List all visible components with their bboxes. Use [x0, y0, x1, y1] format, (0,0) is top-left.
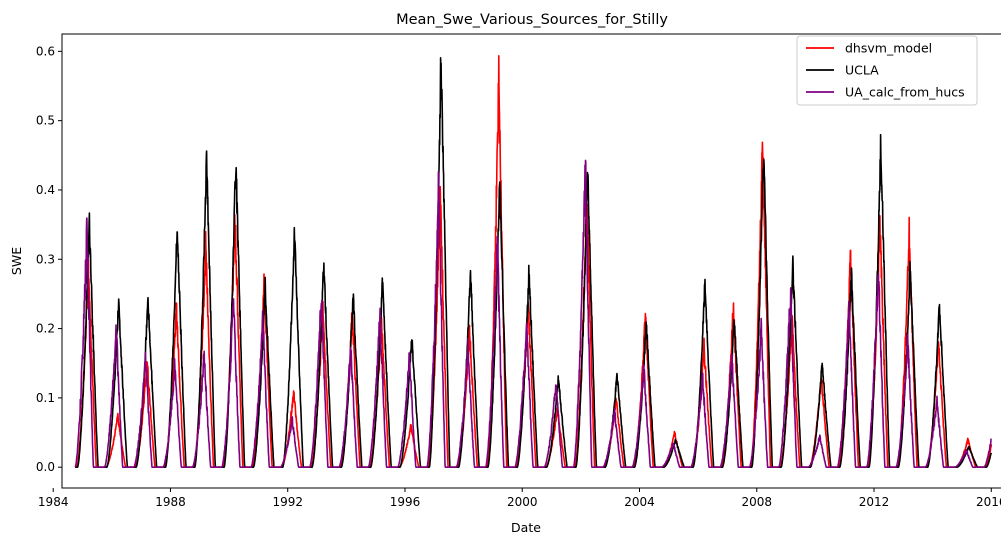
y-tick-label: 0.2 — [36, 322, 55, 336]
y-tick-label: 0.3 — [36, 252, 55, 266]
x-tick-label: 1984 — [38, 495, 69, 509]
x-axis-label: Date — [511, 520, 541, 535]
legend-label: UCLA — [845, 63, 879, 78]
series-line-ua-calc-from-hucs — [74, 159, 992, 468]
series-layer — [74, 55, 993, 468]
y-axis: 0.0 0.1 0.2 0.3 0.4 0.5 0.6 — [36, 44, 62, 474]
x-tick-label: 2016 — [976, 495, 1001, 509]
x-tick-label: 2012 — [859, 495, 890, 509]
legend-label: dhsvm_model — [845, 41, 932, 56]
legend-box — [796, 35, 978, 106]
chart-title: Mean_Swe_Various_Sources_for_Stilly — [396, 12, 668, 28]
legend: dhsvm_model UCLA UA_calc_from_hucs — [796, 35, 978, 106]
y-axis-label: SWE — [9, 247, 24, 275]
x-tick-label: 1988 — [155, 495, 186, 509]
legend-label: UA_calc_from_hucs — [845, 85, 965, 100]
x-tick-label: 2008 — [741, 495, 772, 509]
y-tick-label: 0.1 — [36, 391, 55, 405]
y-tick-label: 0.4 — [36, 183, 55, 197]
plot-area — [61, 33, 1001, 489]
x-tick-label: 2004 — [624, 495, 655, 509]
x-tick-label: 1996 — [390, 495, 421, 509]
y-tick-label: 0.5 — [36, 114, 55, 128]
x-tick-label: 2000 — [507, 495, 538, 509]
y-tick-label: 0.6 — [36, 44, 55, 58]
x-tick-label: 1992 — [272, 495, 303, 509]
y-tick-label: 0.0 — [36, 460, 55, 474]
x-axis: 1984 1988 1992 1996 2000 2004 2008 2012 2016 — [38, 488, 1001, 509]
plot-frame — [61, 33, 1001, 489]
